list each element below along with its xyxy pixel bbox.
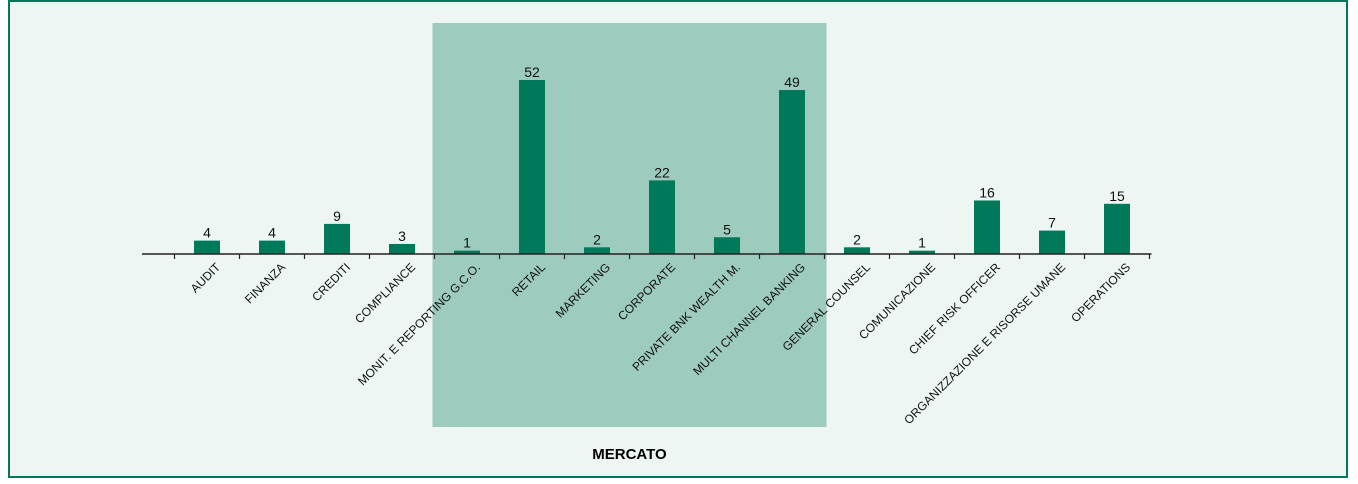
bar xyxy=(844,247,870,254)
bar-value-label: 1 xyxy=(463,235,471,251)
x-tick-label: AUDIT xyxy=(188,260,224,296)
bar xyxy=(1039,230,1065,254)
bar xyxy=(454,250,480,254)
x-axis xyxy=(142,253,1152,259)
bar xyxy=(714,237,740,254)
bar xyxy=(974,200,1000,254)
bar xyxy=(909,250,935,254)
bar xyxy=(389,243,415,254)
bar-value-label: 52 xyxy=(524,64,540,80)
x-tick-label: COMPLIANCE xyxy=(352,260,418,326)
bar xyxy=(519,80,545,254)
bar xyxy=(779,90,805,255)
mercato-highlight-region xyxy=(432,23,827,427)
bar-value-label: 9 xyxy=(333,208,341,224)
bar-value-label: 49 xyxy=(784,74,800,90)
bar xyxy=(584,247,610,254)
bar-value-label: 7 xyxy=(1048,215,1056,231)
bar-value-label: 22 xyxy=(654,164,670,180)
bar-value-label: 2 xyxy=(593,231,601,247)
bar xyxy=(649,180,675,254)
x-tick-label: OPERATIONS xyxy=(1068,260,1133,325)
bar-value-label: 15 xyxy=(1109,188,1125,204)
group-label-mercato: MERCATO xyxy=(592,446,667,463)
bar xyxy=(259,240,285,254)
bar-value-label: 5 xyxy=(723,221,731,237)
bar-value-label: 3 xyxy=(398,228,406,244)
bar xyxy=(194,240,220,254)
bar xyxy=(1104,203,1130,254)
x-tick-label: CREDITI xyxy=(309,260,353,304)
bar-value-label: 16 xyxy=(979,184,995,200)
x-tick-label: FINANZA xyxy=(242,260,288,306)
bar-value-label: 2 xyxy=(853,231,861,247)
bar-value-label: 4 xyxy=(203,225,211,241)
bar-value-label: 4 xyxy=(268,225,276,241)
bar xyxy=(324,223,350,254)
bar-value-label: 1 xyxy=(918,235,926,251)
